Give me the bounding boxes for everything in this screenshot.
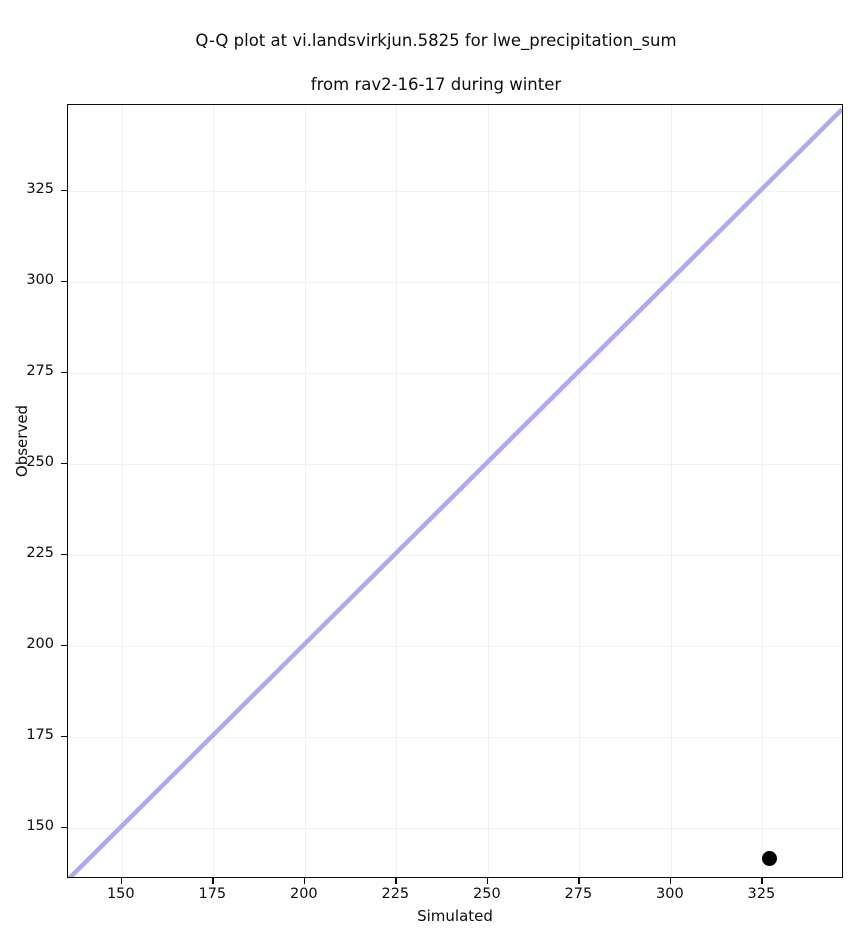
x-tick-label: 275 xyxy=(564,886,593,902)
one-to-one-reference-line xyxy=(68,105,842,877)
y-tick-mark xyxy=(61,644,67,647)
gridline-vertical xyxy=(670,105,672,877)
gridline-horizontal xyxy=(68,463,842,465)
reference-line-svg xyxy=(68,107,842,877)
x-axis-label: Simulated xyxy=(417,907,493,925)
y-tick-label: 300 xyxy=(26,271,54,288)
y-tick-label: 275 xyxy=(26,362,54,379)
plot-area xyxy=(67,104,843,878)
x-tick-mark xyxy=(761,878,763,884)
x-tick-mark xyxy=(486,878,489,884)
y-tick-label: 250 xyxy=(26,453,54,470)
y-tick-mark xyxy=(61,371,67,373)
gridline-vertical xyxy=(579,105,581,877)
gridline-vertical xyxy=(762,105,764,877)
gridline-horizontal xyxy=(68,190,842,192)
x-tick-label: 175 xyxy=(198,886,227,902)
x-tick-label: 225 xyxy=(381,886,410,902)
gridline-horizontal xyxy=(68,736,842,739)
y-tick-label: 175 xyxy=(26,726,54,743)
chart-title-line-2: from rav2-16-17 during winter xyxy=(310,75,562,94)
chart-title-line-1: Q-Q plot at vi.landsvirkjun.5825 for lwe… xyxy=(195,31,677,50)
y-tick-mark xyxy=(61,462,67,465)
y-tick-label: 225 xyxy=(26,544,54,561)
x-tick-label: 200 xyxy=(289,886,318,902)
x-tick-label: 325 xyxy=(747,886,776,902)
gridline-horizontal xyxy=(68,828,842,830)
y-tick-label: 150 xyxy=(26,818,54,834)
y-tick-mark xyxy=(61,735,67,738)
y-tick-label: 200 xyxy=(26,635,54,652)
x-tick-mark xyxy=(395,878,397,884)
x-tick-mark xyxy=(578,878,580,884)
y-tick-mark xyxy=(61,280,67,282)
y-tick-mark xyxy=(61,827,67,829)
gridline-horizontal xyxy=(68,645,842,647)
reference-line xyxy=(68,107,842,877)
y-axis-label: Observed xyxy=(13,404,31,478)
gridline-vertical xyxy=(396,105,398,877)
y-tick-mark xyxy=(61,189,67,191)
x-tick-label: 150 xyxy=(106,886,135,902)
x-tick-mark xyxy=(303,878,306,884)
x-tick-label: 300 xyxy=(656,886,684,902)
y-tick-mark xyxy=(61,553,67,556)
chart-title: Q-Q plot at vi.landsvirkjun.5825 for lwe… xyxy=(0,8,851,118)
x-tick-mark xyxy=(212,878,214,884)
gridline-vertical xyxy=(304,105,306,877)
x-tick-label: 250 xyxy=(473,886,501,902)
x-tick-mark xyxy=(120,878,123,884)
gridline-horizontal xyxy=(68,372,842,374)
y-tick-label: 325 xyxy=(26,180,54,197)
gridline-horizontal xyxy=(68,281,842,283)
x-tick-mark xyxy=(669,878,672,884)
gridline-horizontal xyxy=(68,554,842,556)
gridline-vertical xyxy=(121,105,123,877)
gridline-vertical xyxy=(487,105,489,877)
data-point xyxy=(762,851,778,867)
gridline-vertical xyxy=(213,105,215,877)
